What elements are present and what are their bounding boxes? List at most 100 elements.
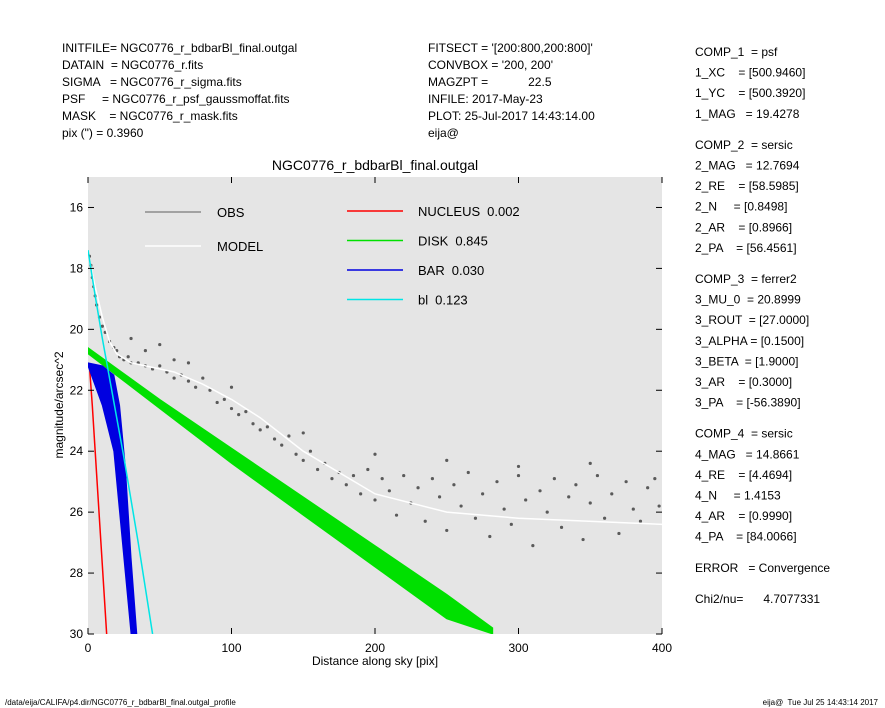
parameter-line: COMP_3 = ferrer2 [695,272,797,286]
obs-point [229,385,234,389]
obs-point [545,510,549,514]
obs-point [215,400,219,405]
obs-point [488,534,492,539]
header-line: eija@ [428,126,459,140]
legend-fraction: 0.030 [452,263,485,278]
obs-point [631,507,635,511]
obs-point [158,342,162,347]
legend-label: MODEL [217,239,263,254]
obs-point [237,413,241,417]
parameter-line: 2_PA = [56.4561] [695,241,797,255]
parameter-line: 3_PA = [-56.3890] [695,396,801,410]
y-tick-label: 20 [70,322,84,336]
obs-point [294,452,298,456]
parameter-line: COMP_1 = psf [695,45,778,59]
parameter-line: 4_MAG = 14.8661 [695,447,800,461]
header-line: INITFILE= NGC0776_r_bdbarBl_final.outgal [62,41,297,55]
x-tick-label: 0 [85,641,92,655]
obs-point [316,467,320,472]
header-line: CONVBOX = '200, 200' [428,58,553,72]
parameter-line: 2_AR = [0.8966] [695,220,792,234]
obs-point [208,388,212,392]
profile-line [88,365,108,634]
parameter-line: 1_YC = [500.3920] [695,86,805,100]
profile-line [88,250,154,634]
obs-point [129,336,133,341]
header-line: SIGMA = NGC0776_r_sigma.fits [62,75,242,89]
y-tick-label: 28 [70,566,84,580]
parameter-line: Chi2/nu= 4.7077331 [695,592,820,606]
parameter-line: 3_MU_0 = 20.8999 [695,293,801,307]
obs-point [194,385,198,389]
obs-point [516,464,521,469]
parameter-line: 1_XC = [500.9460] [695,66,805,80]
obs-point [481,492,485,496]
obs-point [646,486,650,490]
y-tick-label: 18 [70,261,84,275]
parameter-line: 2_N = [0.8498] [695,200,787,214]
obs-point [437,495,442,499]
obs-point [559,525,564,529]
obs-point [445,528,449,533]
footer-right: eija@ Tue Jul 25 14:43:14 2017 [763,698,879,707]
obs-point [287,434,291,438]
x-axis-label: Distance along sky [pix] [312,654,438,668]
x-tick-label: 100 [221,641,241,655]
obs-point [373,498,377,502]
obs-point [624,480,628,484]
legend-fraction: 0.845 [455,234,488,249]
obs-point [359,492,363,496]
chart-title: NGC0776_r_bdbarBl_final.outgal [272,157,478,173]
obs-point [603,516,607,520]
y-tick-label: 22 [70,383,84,397]
parameter-line: 4_AR = [0.9990] [695,509,792,523]
legend-label: DISK [418,234,449,249]
obs-point [581,537,585,542]
parameter-line: 3_ALPHA = [0.1500] [695,334,804,348]
obs-point [308,449,313,453]
obs-point [574,483,578,487]
x-tick-label: 200 [365,641,385,655]
header-line: INFILE: 2017-May-23 [428,92,543,106]
obs-point [610,492,614,496]
obs-point [158,364,162,368]
parameter-line: COMP_2 = sersic [695,138,793,152]
header-line: pix (") = 0.3960 [62,126,144,140]
obs-point [186,379,191,383]
parameter-line: COMP_4 = sersic [695,427,793,441]
obs-point [531,544,535,548]
obs-point [280,443,284,447]
obs-point [258,428,262,432]
legend-label: BAR [418,263,445,278]
obs-point [330,477,334,481]
obs-point [244,409,248,414]
obs-point [272,437,277,441]
obs-point [459,504,463,508]
parameter-line: 3_ROUT = [27.0000] [695,313,809,327]
profile-line [88,253,662,526]
obs-point [265,425,269,429]
obs-point [473,516,478,520]
obs-point [366,467,370,472]
obs-point [445,458,449,462]
obs-point [222,397,226,402]
header-line: PSF = NGC0776_r_psf_gaussmoffat.fits [62,92,290,106]
plot [88,250,662,634]
obs-point [588,501,592,505]
header-line: DATAIN = NGC0776_r.fits [62,58,203,72]
obs-point [251,422,255,426]
obs-point [552,477,556,481]
obs-point [495,480,499,484]
obs-point [387,489,391,493]
obs-point [301,431,305,435]
obs-point [509,522,513,526]
y-tick-label: 30 [70,627,84,641]
obs-point [423,519,427,523]
obs-point [653,477,657,481]
obs-point [186,361,191,365]
header-line: PLOT: 25-Jul-2017 14:43:14.00 [428,109,595,123]
legend-label: OBS [217,205,245,220]
legend-label: bl [418,293,428,308]
obs-point [301,458,305,462]
y-tick-label: 16 [70,200,84,214]
